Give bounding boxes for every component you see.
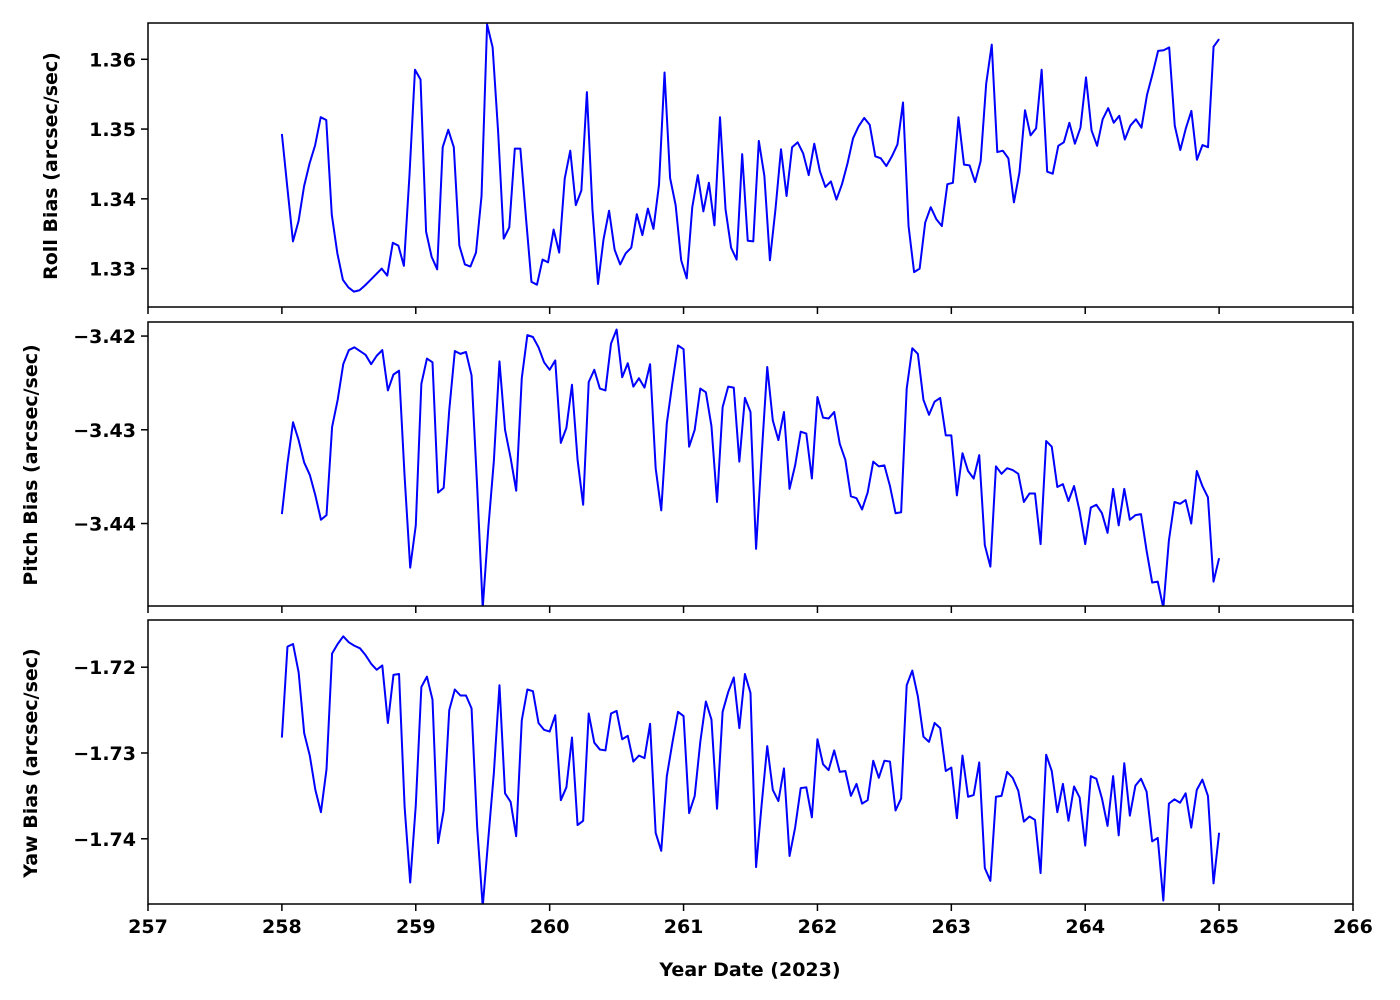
yaw-y-tick-label: −1.74 — [73, 829, 136, 851]
x-axis-label: Year Date (2023) — [658, 959, 840, 981]
yaw-y-tick-label: −1.73 — [73, 743, 136, 765]
x-tick-label: 262 — [798, 916, 838, 938]
yaw-series-line — [280, 635, 1221, 904]
x-tick-label: 258 — [262, 916, 302, 938]
pitch-axes-frame — [147, 321, 1354, 607]
roll-y-tick-label: 1.33 — [89, 259, 136, 281]
x-tick-label: 260 — [530, 916, 570, 938]
x-tick-label: 263 — [931, 916, 971, 938]
y-axis-label-yaw: Yaw Bias (arcsec/sec) — [20, 648, 42, 878]
roll-axes-frame — [147, 22, 1354, 308]
pitch-y-tick-label: −3.44 — [73, 514, 136, 536]
roll-series-line — [280, 23, 1220, 293]
x-tick-label: 259 — [396, 916, 436, 938]
x-tick-label: 265 — [1199, 916, 1239, 938]
roll-panel: 1.33 1.34 1.35 1.36 — [89, 22, 1354, 314]
pitch-y-tick-label: −3.42 — [73, 326, 136, 348]
pitch-panel: −3.42 −3.43 −3.44 — [73, 321, 1354, 613]
x-tick-label: 257 — [128, 916, 168, 938]
roll-y-tick-label: 1.36 — [89, 49, 136, 71]
pitch-y-tick-label: −3.43 — [73, 420, 136, 442]
x-tick-label: 266 — [1333, 916, 1373, 938]
yaw-panel: −1.72 −1.73 −1.74 257 258 259 260 261 262 263 264 2… — [73, 619, 1373, 938]
y-axis-label-pitch: Pitch Bias (arcsec/sec) — [20, 344, 42, 585]
x-tick-label: 261 — [664, 916, 704, 938]
y-axis-label-roll: Roll Bias (arcsec/sec) — [40, 52, 62, 280]
pitch-series-line — [280, 328, 1221, 606]
yaw-y-tick-label: −1.72 — [73, 657, 136, 679]
roll-y-tick-label: 1.35 — [89, 119, 136, 141]
yaw-axes-frame — [147, 619, 1354, 905]
x-tick-label: 264 — [1065, 916, 1105, 938]
roll-y-tick-label: 1.34 — [89, 189, 136, 211]
